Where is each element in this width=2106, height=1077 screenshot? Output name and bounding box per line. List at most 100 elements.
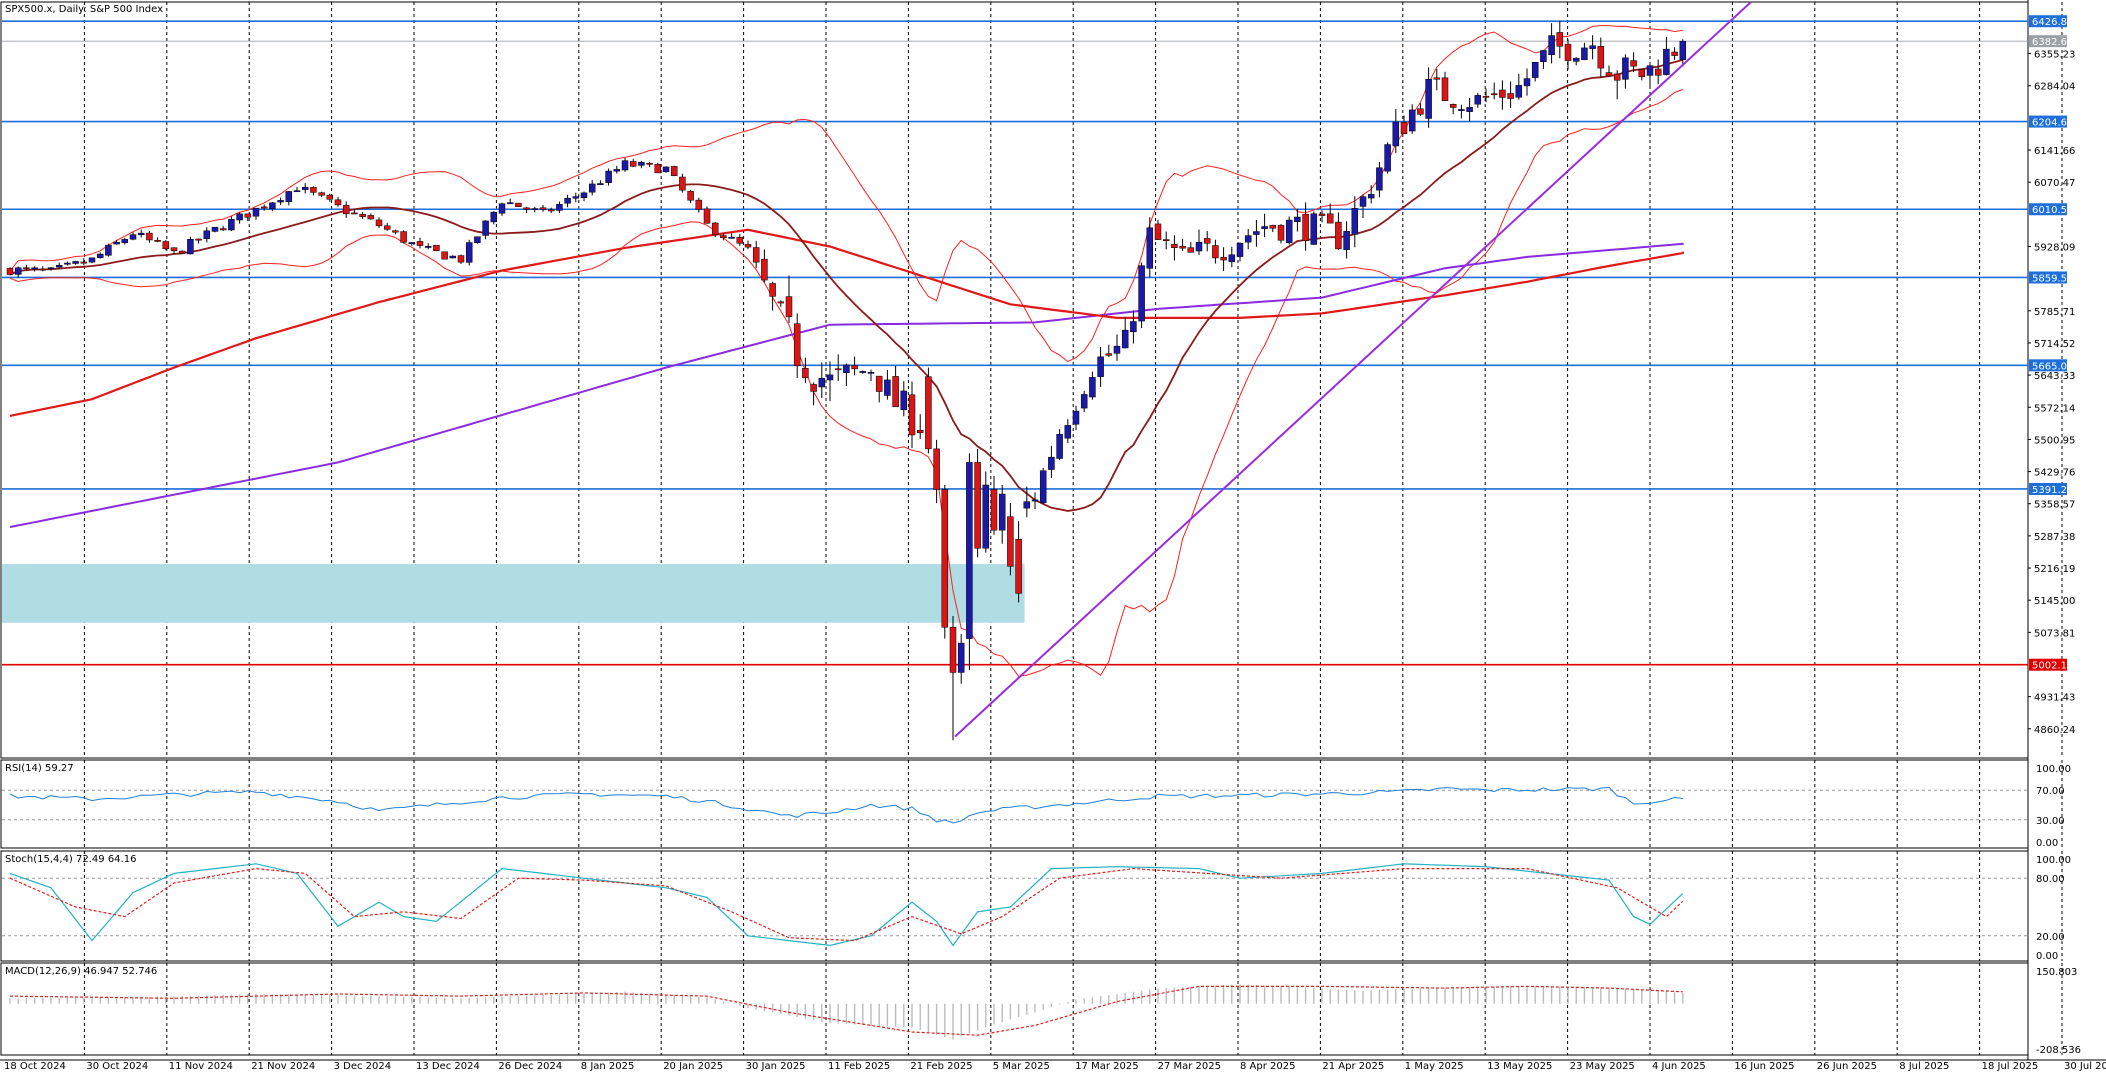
candle-body <box>1474 95 1482 105</box>
rsi-y-label: 30.00 <box>2036 816 2065 827</box>
candle-body <box>1162 239 1170 241</box>
candle-body <box>580 192 588 198</box>
candle-body <box>1212 245 1219 259</box>
date-tick-label: 23 May 2025 <box>1570 1061 1635 1072</box>
rsi-y-label: 0.00 <box>2036 838 2058 849</box>
candle-body <box>80 261 88 264</box>
candle-body <box>31 267 38 270</box>
candle-body <box>1064 425 1072 439</box>
candle-body <box>1359 196 1367 207</box>
candle-body <box>1589 45 1596 49</box>
candle-body <box>1113 345 1121 354</box>
candle-body <box>474 236 481 244</box>
candle-body <box>367 215 375 220</box>
candle-body <box>1507 93 1514 99</box>
date-tick-label: 21 Apr 2025 <box>1322 1061 1384 1072</box>
candle-body <box>941 489 949 628</box>
rsi-y-label: 100.00 <box>2036 764 2071 775</box>
candle-body <box>1195 241 1203 252</box>
y-tick-label: 6284.04 <box>2034 82 2075 93</box>
date-tick-label: 16 Jun 2025 <box>1734 1061 1794 1072</box>
date-tick-label: 21 Nov 2024 <box>251 1061 315 1072</box>
price-level-label: 5859.51 <box>2032 273 2073 284</box>
candle-body <box>834 368 842 371</box>
candle-body <box>793 323 801 366</box>
candle-body <box>777 301 785 304</box>
candle-body <box>203 230 211 240</box>
date-tick-label: 1 May 2025 <box>1405 1061 1464 1072</box>
candle-body <box>310 187 317 193</box>
stoch-y-label: 0.00 <box>2036 951 2058 962</box>
rsi-line <box>9 786 1683 824</box>
stoch-y-label: 20.00 <box>2036 932 2065 943</box>
candle-body <box>1072 410 1080 425</box>
y-tick-label: 6070.47 <box>2034 178 2075 189</box>
y-tick-label: 5216.19 <box>2034 564 2075 575</box>
candle-body <box>523 207 530 210</box>
candle-body <box>1335 221 1342 250</box>
y-tick-label: 5928.09 <box>2034 242 2075 253</box>
candle-body <box>1171 244 1178 249</box>
candle-body <box>884 379 891 396</box>
candle-body <box>1146 227 1154 269</box>
candle-body <box>1253 231 1260 235</box>
candle-body <box>744 244 752 248</box>
candle-body <box>277 200 284 203</box>
candle-body <box>1392 121 1400 147</box>
price-level-label: 6010.58 <box>2032 205 2073 216</box>
candle-body <box>1080 394 1088 409</box>
chart-title: SPX500.x, Daily: S&P 500 Index <box>5 4 163 15</box>
candle-body <box>441 251 448 260</box>
candle-body <box>1244 235 1252 243</box>
candle-body <box>64 262 71 265</box>
candle-body <box>1540 50 1547 62</box>
candle-body <box>802 368 809 379</box>
candle-body <box>6 268 14 275</box>
candle-body <box>228 219 235 231</box>
candle-body <box>129 234 137 240</box>
candle-body <box>547 209 555 212</box>
date-tick-label: 30 Oct 2024 <box>86 1061 148 1072</box>
candle-body <box>1638 69 1646 78</box>
candle-body <box>539 207 547 210</box>
candle-body <box>219 228 227 231</box>
candle-body <box>154 239 161 242</box>
y-tick-label: 5073.81 <box>2034 628 2075 639</box>
candle-body <box>105 244 112 256</box>
candle-body <box>908 394 916 436</box>
candle-body <box>720 235 727 238</box>
candle-body <box>572 196 580 199</box>
price-level-tag <box>2029 658 2067 671</box>
y-tick-label: 5572.14 <box>2034 403 2075 414</box>
candle-body <box>1417 108 1424 115</box>
price-level-label: 5665.00 <box>2032 361 2073 372</box>
price-level-tag <box>2029 482 2067 495</box>
candle-body <box>1056 434 1063 459</box>
candle-body <box>515 202 522 207</box>
candle-body <box>875 375 883 392</box>
candle-body <box>1556 32 1564 47</box>
price-level-label: 6426.88 <box>2032 17 2073 28</box>
candle-body <box>761 258 768 281</box>
candle-body <box>629 161 637 167</box>
candle-body <box>695 199 703 210</box>
candle-body <box>326 194 334 200</box>
date-tick-label: 8 Apr 2025 <box>1240 1061 1295 1072</box>
candle-body <box>1531 62 1539 78</box>
candle-body <box>392 230 399 233</box>
candle-body <box>1613 73 1621 81</box>
candle-body <box>1671 51 1678 56</box>
candle-body <box>843 364 850 373</box>
price-level-tag <box>2029 359 2067 372</box>
candle-body <box>662 166 670 173</box>
pane-frame-main <box>0 1 2029 759</box>
candle-body <box>974 462 981 549</box>
candle-body <box>1220 257 1227 261</box>
y-tick-label: 5287.38 <box>2034 532 2075 543</box>
candle-body <box>1154 223 1162 240</box>
candle-body <box>318 192 325 196</box>
candle-body <box>1277 225 1285 241</box>
candle-body <box>351 212 358 215</box>
